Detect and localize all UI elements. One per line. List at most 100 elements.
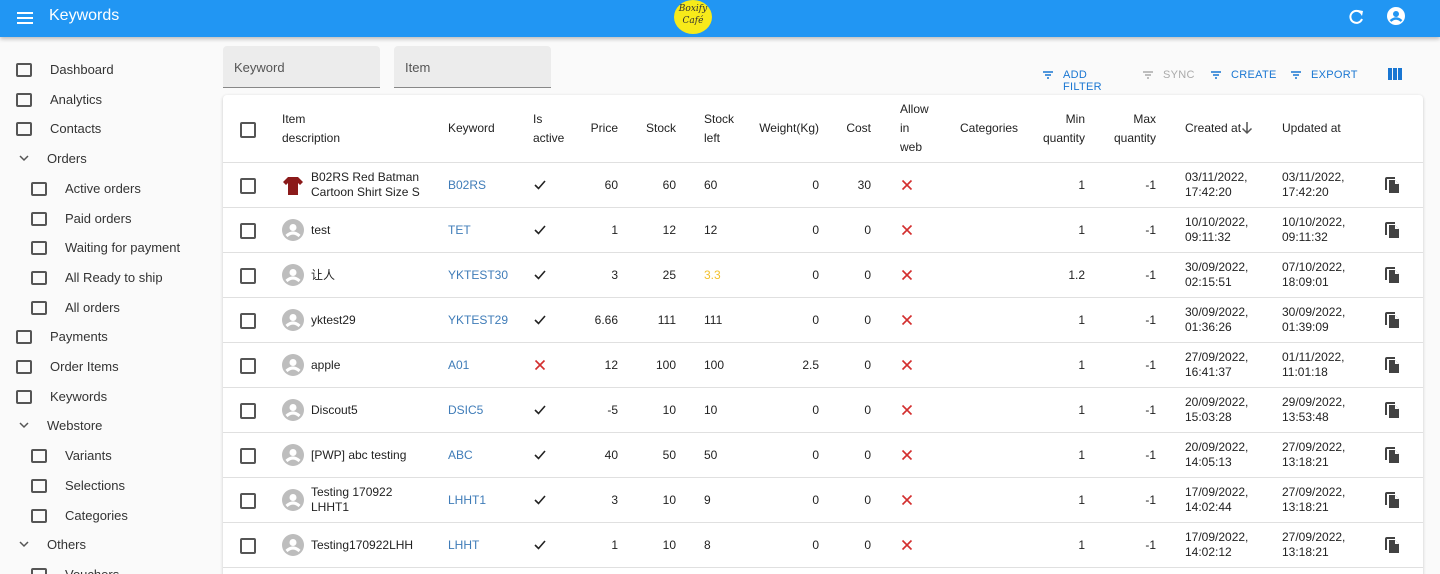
nav-item[interactable]: All Ready to ship [0,267,220,289]
checkbox[interactable] [240,223,256,239]
cell-text: 9 [704,492,711,507]
cell-text: 0 [812,402,819,417]
header-label: Stock [645,121,676,135]
refresh-button[interactable] [1347,8,1365,26]
cell-text[interactable]: TET [448,222,471,237]
toolbar-button[interactable]: CREATE [1209,67,1276,83]
header-label: Keyword [448,121,495,135]
nav-item[interactable]: Orders [0,148,220,170]
nav-item[interactable]: Webstore [0,415,220,437]
toolbar-button[interactable]: EXPORT [1289,67,1358,83]
copy-button[interactable] [1384,401,1400,424]
nav-item[interactable]: Analytics [0,89,220,111]
nav-item[interactable]: Paid orders [0,208,220,230]
table-row[interactable]: Testing170922LHH LHHT 1 10 8 0 0 1 -1 17/09/2022,… [223,523,1423,568]
nav-item[interactable]: Contacts [0,118,220,140]
column-header[interactable]: Categories [960,95,1030,162]
column-header[interactable]: Stock left [704,95,744,162]
checkbox[interactable] [240,268,256,284]
table-row[interactable]: Testing 170922 LHHT1 LHHT1 3 10 9 0 0 1 -1 17/09/… [223,478,1423,523]
nav-item[interactable]: Categories [0,505,220,527]
column-header[interactable]: Created at [1185,95,1265,162]
copy-button[interactable] [1384,311,1400,334]
cross-icon [901,404,913,416]
cell-stock-left: 10 [704,388,744,432]
cell-text[interactable]: DSIC5 [448,402,484,417]
cell-text[interactable]: A01 [448,357,470,372]
nav-item[interactable]: Vouchers [0,564,220,574]
cell-text[interactable]: LHHT [448,537,480,552]
copy-button[interactable] [1384,446,1400,469]
checkbox[interactable] [240,493,256,509]
column-header[interactable]: Allow in web [900,95,930,162]
checkbox[interactable] [240,122,256,138]
table-row[interactable]: test TET 1 12 12 0 0 1 -1 10/10/2022, 09:11:32 10/… [223,208,1423,253]
cell-text[interactable]: B02RS [448,177,487,192]
cell-weight: 0 [749,298,819,342]
column-header[interactable]: Keyword [448,95,528,162]
active-status [533,523,573,567]
nav-item[interactable]: Keywords [0,386,220,408]
copy-button[interactable] [1384,221,1400,244]
nav-item[interactable]: Waiting for payment [0,237,220,259]
filter-input[interactable]: Keyword [223,46,380,88]
table-row[interactable]: apple A01 12 100 100 2.5 0 1 -1 27/09/2022, 16:41… [223,343,1423,388]
cell-text: 30/09/2022, 01:39:09 [1282,305,1346,334]
cell-keyword: LHHT [448,523,528,567]
table-row[interactable]: B02RS Red Batman Cartoon Shirt Size S B02… [223,163,1423,208]
filter-input[interactable]: Item [394,46,551,88]
cell-text: 20/09/2022, 15:03:28 [1185,395,1249,424]
column-header[interactable]: Item description [282,95,407,162]
cell-max-quantity: -1 [1103,298,1156,342]
nav-item[interactable]: Variants [0,445,220,467]
columns-button[interactable] [1388,67,1402,85]
cell-text: 17/09/2022, 14:02:12 [1185,530,1249,559]
nav-item[interactable]: Order Items [0,356,220,378]
cell-text: 0 [864,222,871,237]
column-header[interactable]: Is active [533,95,573,162]
toolbar-button[interactable]: ADD FILTER [1041,67,1125,93]
cell-text: 100 [655,357,676,372]
table-row[interactable]: Discout5 DSIC5 -5 10 10 0 0 1 -1 20/09/2022, 15:0… [223,388,1423,433]
nav-item[interactable]: Selections [0,475,220,497]
copy-button[interactable] [1384,356,1400,379]
column-header[interactable]: Price [578,95,618,162]
column-header[interactable]: Stock [636,95,676,162]
nav-item[interactable]: Payments [0,326,220,348]
checkbox[interactable] [240,313,256,329]
table-row[interactable]: yktest29 YKTEST29 6.66 111 111 0 0 1 -1 30/09/202… [223,298,1423,343]
copy-button[interactable] [1384,266,1400,289]
table-row[interactable]: 让人 YKTEST30 3 25 3.3 0 0 1.2 -1 30/09/2022, 02:15… [223,253,1423,298]
web-status [900,478,930,522]
cell-text[interactable]: YKTEST30 [448,267,509,282]
copy-button[interactable] [1384,536,1400,559]
account-button[interactable] [1387,7,1405,25]
cell-text[interactable]: ABC [448,447,473,462]
checkbox[interactable] [240,448,256,464]
column-header[interactable]: Cost [841,95,871,162]
cell-text[interactable]: LHHT1 [448,492,487,507]
cell-text: 10 [662,402,676,417]
nav-icon [31,448,47,469]
checkbox[interactable] [240,358,256,374]
column-header[interactable]: Min quantity [1035,95,1085,162]
nav-item[interactable]: Others [0,534,220,556]
checkbox[interactable] [240,403,256,419]
menu-button[interactable] [16,9,34,27]
nav-item[interactable]: Dashboard [0,59,220,81]
copy-button[interactable] [1384,176,1400,199]
nav-item[interactable]: All orders [0,297,220,319]
column-header[interactable]: Updated at [1282,95,1362,162]
checkbox[interactable] [240,538,256,554]
cell-text[interactable]: YKTEST29 [448,312,509,327]
nav-label: Analytics [50,91,103,107]
nav-label: Vouchers [65,565,119,574]
logo[interactable]: Boxify Café [674,0,712,34]
nav-item[interactable]: Active orders [0,178,220,200]
column-header[interactable]: Max quantity [1103,95,1156,162]
column-header[interactable]: Weight(Kg) [749,95,819,162]
table-row[interactable]: [PWP] abc testing ABC 40 50 50 0 0 1 -1 20/09/202… [223,433,1423,478]
active-status [533,208,573,252]
checkbox[interactable] [240,178,256,194]
copy-button[interactable] [1384,491,1400,514]
